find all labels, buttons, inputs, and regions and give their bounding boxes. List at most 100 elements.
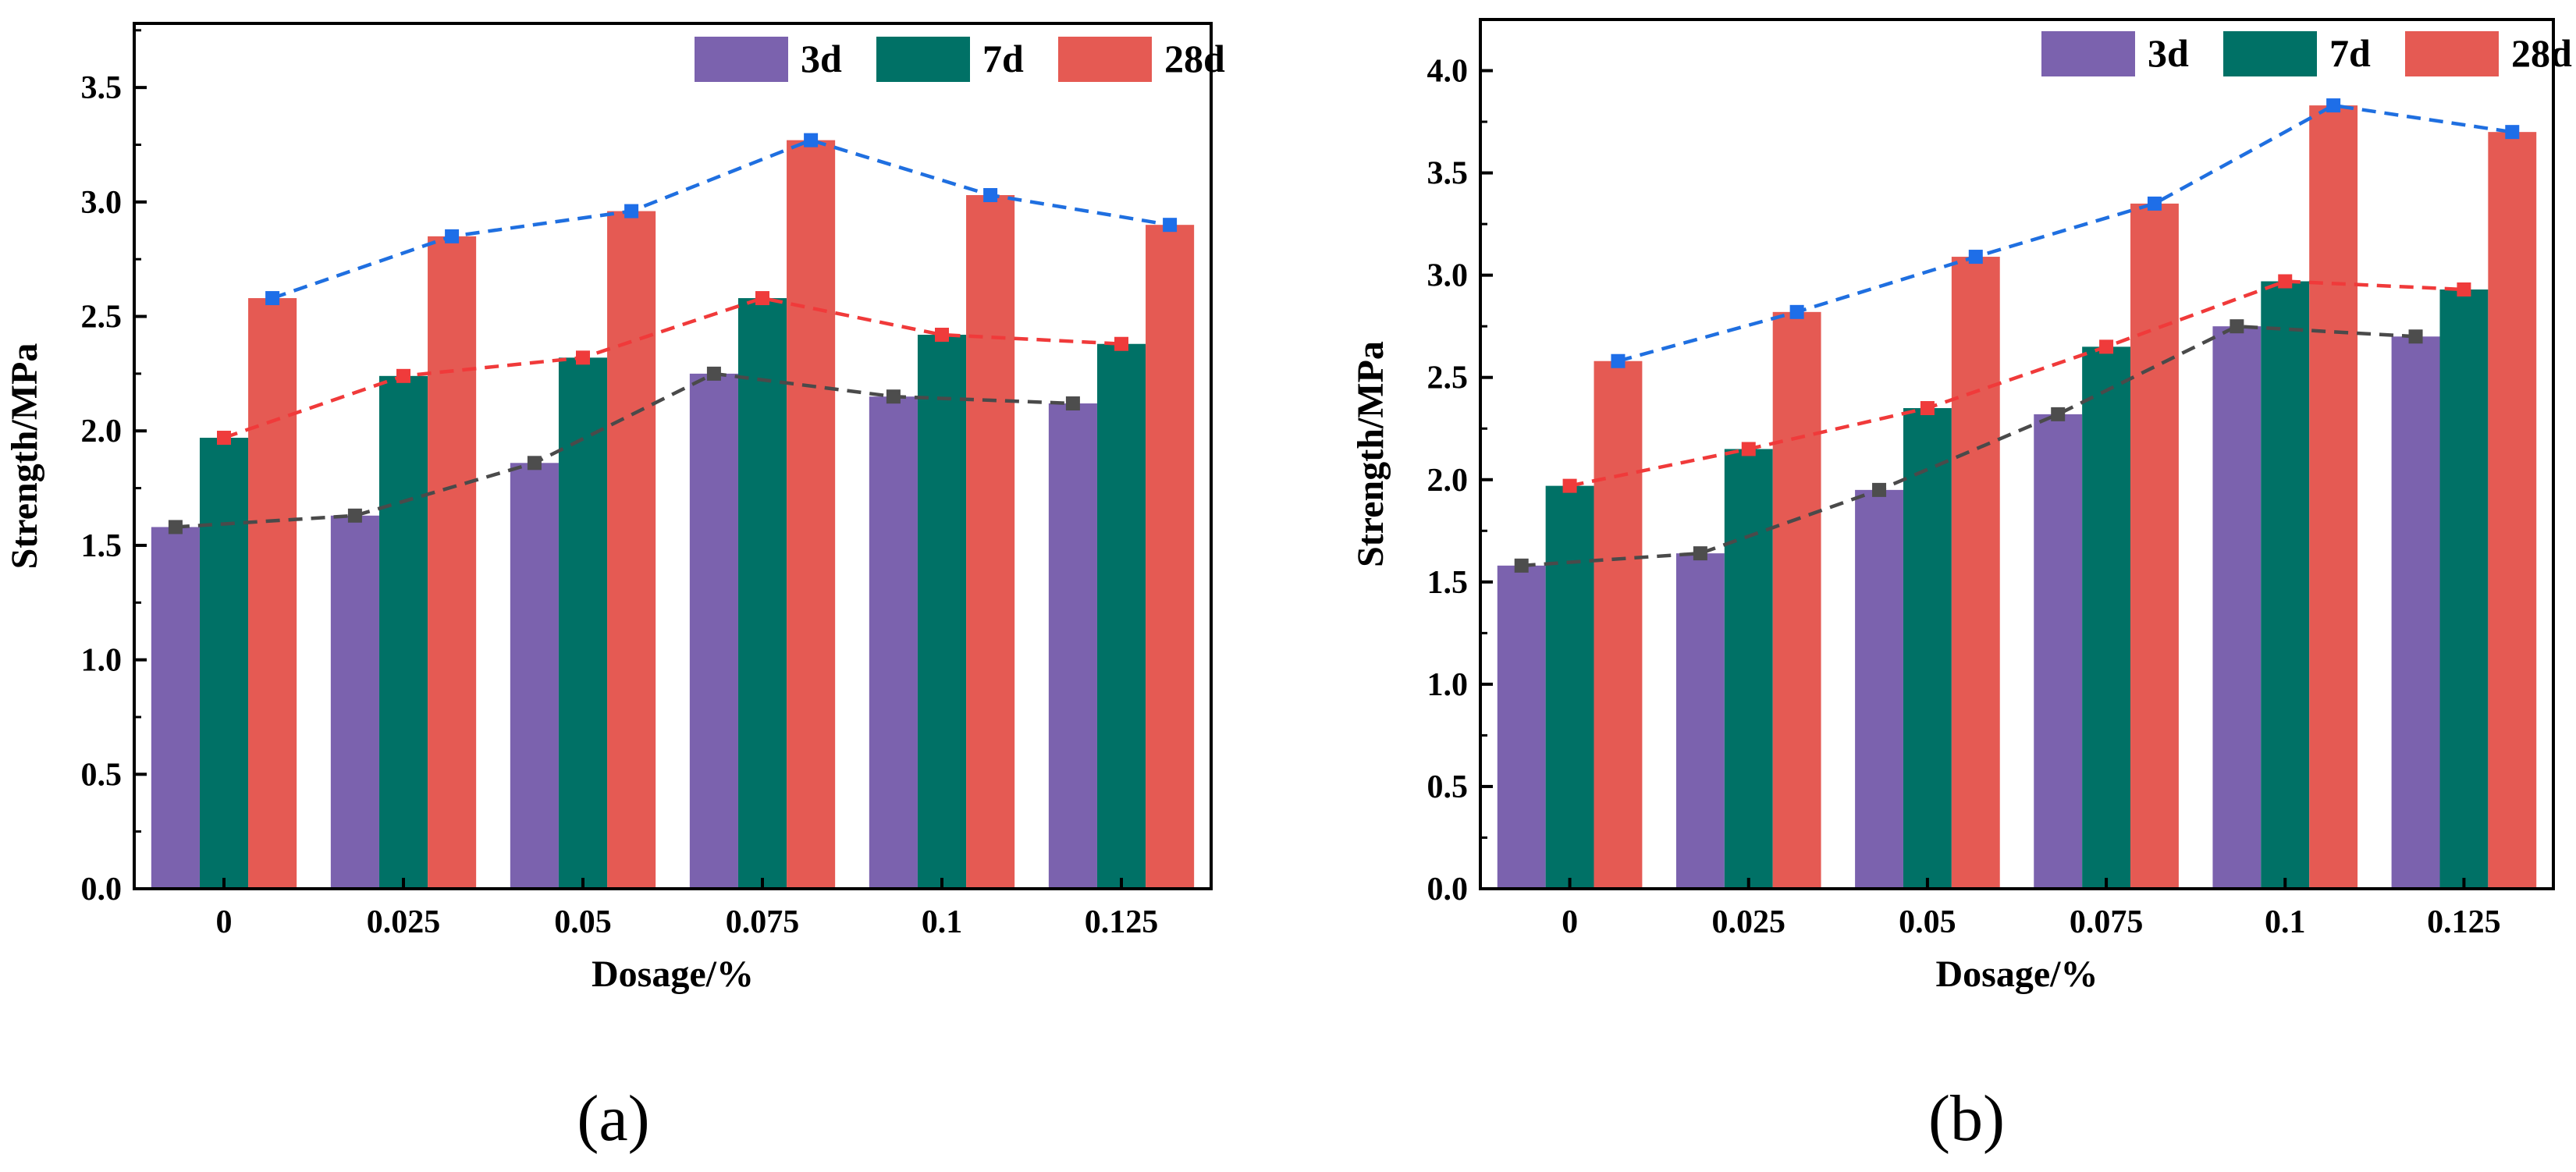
y-axis-title: Strength/MPa (1350, 341, 1391, 567)
legend-swatch-7d (2223, 31, 2317, 76)
bar-7d-0.025 (378, 375, 428, 889)
trend-line-7d (223, 296, 1122, 440)
y-tick-label: 0.0 (81, 872, 123, 907)
bar-3d-0.1 (2212, 326, 2262, 889)
x-tick-label: 0 (1562, 904, 1578, 940)
marker-7d-0.075 (755, 291, 769, 306)
marker-28d-0.05 (624, 204, 639, 218)
marker-3d-0.1 (2230, 319, 2244, 334)
bar-28d-0.075 (2130, 203, 2179, 889)
legend-label-7d: 7d (982, 37, 1024, 80)
marker-3d-0 (1514, 558, 1529, 573)
marker-7d-0 (1562, 478, 1577, 493)
bar-28d-0.125 (1146, 225, 1195, 889)
bar-7d-0.075 (737, 298, 787, 890)
x-tick-label: 0.05 (554, 904, 612, 940)
legend-label-28d: 28d (2511, 31, 2572, 75)
marker-7d-0.1 (2278, 274, 2293, 289)
chart-panel-b: 0.0 0.5 1.0 1.5 2.0 2.5 3.0 3.5 4.0 0 0.025 0.05 0.0… (1350, 18, 2572, 995)
y-tick-label: 0.0 (1427, 872, 1469, 907)
marker-28d-0.075 (2147, 196, 2162, 211)
bar-3d-0.1 (869, 396, 918, 889)
marker-7d-0.125 (2457, 282, 2471, 297)
x-axis-title: Dosage/% (592, 954, 754, 995)
plot-frame (1479, 18, 2555, 890)
marker-3d-0.05 (1872, 482, 1887, 497)
bar-3d-0.025 (1675, 553, 1725, 889)
legend-swatch-28d (1058, 37, 1152, 82)
legend-label-3d: 3d (2148, 31, 2189, 75)
marker-3d-0 (168, 520, 183, 535)
bar-7d-0.125 (2439, 289, 2489, 889)
chart-panel-a: 0.0 0.5 1.0 1.5 2.0 2.5 3.0 3.5 0 0.025 0.05 0.075 0… (4, 22, 1225, 995)
marker-28d-0.1 (2326, 98, 2341, 113)
marker-28d-0.1 (983, 188, 998, 203)
bar-7d-0.1 (917, 335, 967, 890)
bar-28d-0.025 (428, 236, 477, 889)
bar-7d-0.05 (558, 357, 608, 890)
trend-line-28d (1617, 103, 2513, 363)
bar-3d-0.05 (510, 463, 559, 889)
marker-28d-0.025 (445, 229, 460, 243)
y-tick-label: 3.5 (1427, 156, 1469, 192)
marker-28d-0.05 (1968, 250, 1983, 265)
bar-28d-0.1 (2309, 105, 2358, 889)
bar-28d-0.075 (787, 140, 836, 890)
bar-3d-0 (1497, 565, 1546, 889)
y-tick-label: 0.5 (1427, 769, 1469, 805)
marker-28d-0.075 (804, 133, 819, 147)
y-tick-label: 1.0 (81, 643, 123, 679)
legend-swatch-3d (695, 37, 788, 82)
y-tick-label: 2.5 (81, 300, 123, 336)
marker-3d-0.025 (1693, 546, 1707, 561)
x-tick-label: 0.125 (1085, 904, 1159, 940)
bar-7d-0 (199, 438, 249, 889)
marker-28d-0.125 (2505, 125, 2520, 140)
y-tick-label: 3.0 (81, 185, 123, 221)
y-axis-title: Strength/MPa (4, 343, 45, 570)
x-tick-label: 0.125 (2427, 904, 2501, 940)
marker-28d-0 (1611, 353, 1626, 368)
legend-swatch-3d (2041, 31, 2135, 76)
bar-7d-0.1 (2261, 281, 2310, 889)
bar-28d-0.05 (1951, 257, 2000, 889)
x-axis-title: Dosage/% (1936, 954, 2098, 995)
bar-3d-0.05 (1855, 489, 1903, 889)
plot-frame (133, 22, 1213, 890)
bar-28d-0.1 (966, 195, 1015, 890)
panel-label-b: (b) (1928, 1082, 2005, 1155)
marker-3d-0.075 (2051, 407, 2066, 421)
x-tick-label: 0.025 (1712, 904, 1786, 940)
marker-3d-0.1 (886, 389, 901, 404)
bar-7d-0.05 (1903, 408, 1952, 889)
y-tick-label: 1.5 (1427, 565, 1469, 601)
marker-7d-0.025 (396, 368, 410, 383)
legend-label-7d: 7d (2329, 31, 2371, 75)
marker-3d-0.125 (1065, 396, 1080, 411)
bar-3d-0.075 (689, 373, 738, 889)
x-tick-label: 0.1 (2265, 904, 2306, 940)
marker-3d-0.025 (347, 508, 362, 523)
x-tick-label: 0.025 (367, 904, 441, 940)
x-tick-label: 0.075 (726, 904, 800, 940)
bar-28d-0 (1594, 360, 1643, 890)
marker-28d-0 (265, 291, 280, 306)
y-tick-label: 0.5 (81, 757, 123, 793)
trend-line-7d (1569, 279, 2464, 488)
bar-3d-0.125 (2391, 336, 2440, 889)
legend-swatch-28d (2405, 31, 2499, 76)
marker-7d-0.075 (2099, 339, 2114, 354)
marker-3d-0.05 (527, 456, 542, 471)
trend-line-3d (1521, 324, 2416, 568)
bar-3d-0.075 (2034, 414, 2083, 889)
x-tick-label: 0.05 (1899, 904, 1956, 940)
y-tick-label: 3.5 (81, 70, 123, 106)
y-tick-label: 4.0 (1427, 54, 1469, 90)
x-tick-label: 0 (216, 904, 233, 940)
marker-3d-0.125 (2408, 329, 2423, 344)
x-tick-label: 0.1 (922, 904, 963, 940)
trend-line-28d (272, 138, 1171, 300)
bar-28d-0 (248, 298, 297, 890)
legend-swatch-7d (876, 37, 970, 82)
